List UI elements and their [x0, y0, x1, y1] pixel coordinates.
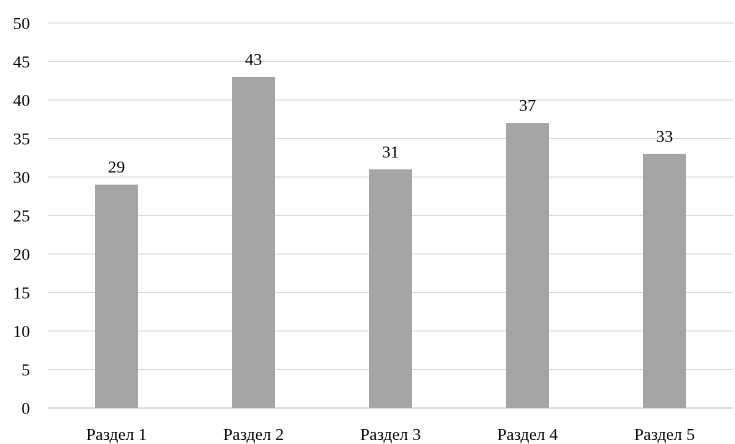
y-tick-label: 50	[13, 14, 30, 33]
x-tick-label: Раздел 4	[497, 425, 558, 444]
bar	[506, 123, 549, 408]
y-tick-label: 0	[22, 399, 31, 418]
data-label: 33	[656, 127, 673, 146]
bars	[95, 76, 686, 409]
bar	[643, 153, 686, 408]
y-axis-ticks: 0 5 10 15 20 25 30 35 40 45 50	[13, 14, 30, 418]
y-tick-label: 10	[13, 322, 30, 341]
bar	[369, 169, 412, 408]
x-tick-label: Раздел 5	[634, 425, 695, 444]
y-tick-label: 35	[13, 130, 30, 149]
x-axis-ticks: Раздел 1 Раздел 2 Раздел 3 Раздел 4 Раздел 5	[86, 425, 695, 444]
bar	[232, 76, 275, 409]
data-label: 29	[108, 158, 125, 177]
data-label: 43	[245, 50, 262, 69]
y-tick-label: 40	[13, 91, 30, 110]
y-tick-label: 45	[13, 53, 30, 72]
bar	[95, 184, 138, 408]
y-tick-label: 15	[13, 284, 30, 303]
y-tick-label: 5	[22, 361, 31, 380]
data-label: 37	[519, 96, 537, 115]
y-tick-label: 25	[13, 207, 30, 226]
x-tick-label: Раздел 1	[86, 425, 147, 444]
x-tick-label: Раздел 2	[223, 425, 284, 444]
x-tick-label: Раздел 3	[360, 425, 421, 444]
data-labels: 29 43 31 37 33	[108, 50, 673, 177]
data-label: 31	[382, 142, 399, 161]
y-tick-label: 30	[13, 168, 30, 187]
y-tick-label: 20	[13, 245, 30, 264]
